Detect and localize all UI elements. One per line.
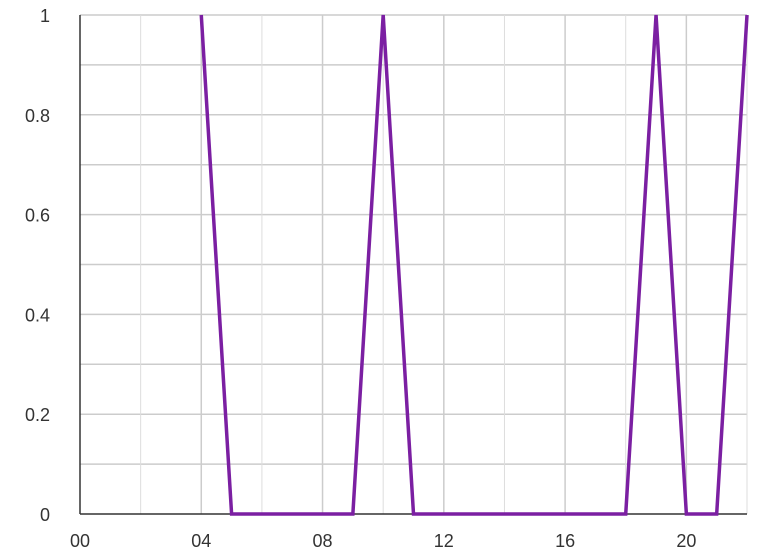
x-tick-label: 16: [555, 531, 575, 551]
x-tick-label: 12: [434, 531, 454, 551]
y-axis-tick-labels: 0 0.2 0.4 0.6 0.8 1: [25, 6, 50, 525]
y-tick-label: 0: [40, 505, 50, 525]
x-tick-label: 04: [191, 531, 211, 551]
x-tick-label: 00: [70, 531, 90, 551]
series-group: [199, 14, 749, 516]
y-tick-label: 0.4: [25, 305, 50, 325]
x-tick-label: 20: [676, 531, 696, 551]
x-tick-label: 08: [313, 531, 333, 551]
series-line: [199, 14, 749, 516]
y-tick-label: 0.8: [25, 106, 50, 126]
y-tick-label: 1: [40, 6, 50, 26]
x-axis-tick-labels: 00 04 08 12 16 20: [70, 531, 696, 551]
grid-lines: [80, 14, 748, 514]
y-tick-label: 0.6: [25, 206, 50, 226]
y-tick-label: 0.2: [25, 405, 50, 425]
